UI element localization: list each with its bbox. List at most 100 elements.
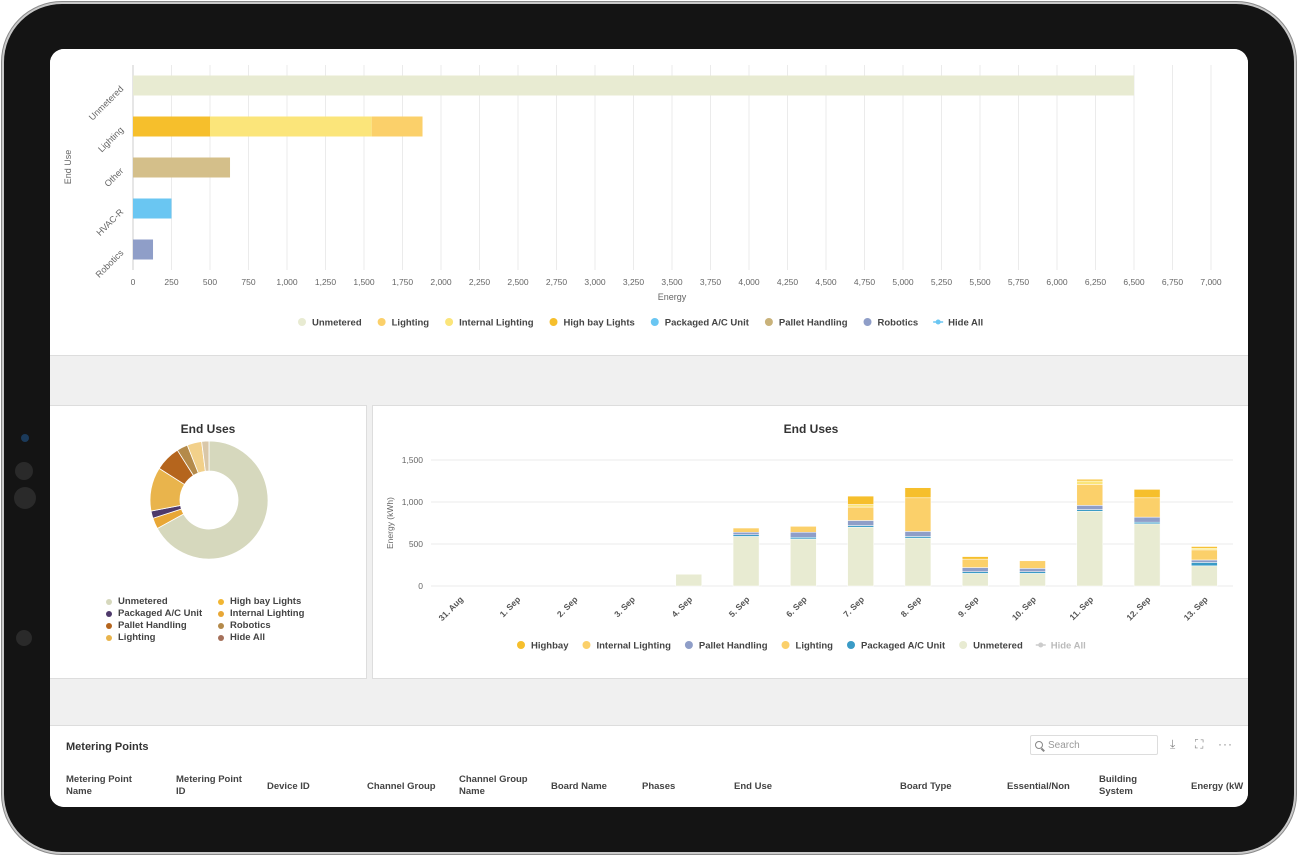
x-tick-label: 6,500 [1123, 277, 1145, 287]
column-segment [1076, 480, 1104, 485]
legend-marker [106, 610, 112, 617]
table-header-cell[interactable]: Channel Group Name [459, 774, 528, 797]
legend-item[interactable]: Lighting [106, 632, 218, 643]
y-tick-label: Unmetered [87, 84, 126, 123]
column-segment [790, 526, 817, 533]
column-segment [1076, 510, 1104, 587]
legend-item[interactable]: Packaged A/C Unit [847, 641, 946, 652]
x-tick-label: 2,250 [469, 277, 491, 287]
legend-item[interactable]: Highbay [517, 641, 569, 652]
table-header-cell[interactable]: Building System [1099, 774, 1137, 797]
x-tick-label: 5,500 [969, 277, 991, 287]
legend-item[interactable]: Internal Lighting [218, 608, 336, 619]
column-segment [904, 497, 932, 532]
y-tick-label: Lighting [96, 125, 125, 154]
legend-label: Internal Lighting [459, 318, 534, 329]
legend-item[interactable]: Unmetered [106, 596, 218, 607]
legend-item[interactable]: Unmetered [959, 641, 1023, 652]
x-tick-label: 5,000 [892, 277, 914, 287]
x-tick-label: 0 [131, 277, 136, 287]
legend-item[interactable]: Packaged A/C Unit [106, 608, 218, 619]
x-tick-label: 6,750 [1162, 277, 1184, 287]
column-segment [675, 573, 703, 587]
x-tick-label: 4,500 [815, 277, 837, 287]
fullscreen-icon[interactable]: ⛶ [1195, 737, 1204, 751]
x-tick-label: 2,750 [546, 277, 568, 287]
more-icon[interactable]: ··· [1218, 737, 1233, 751]
table-header-cell[interactable]: Channel Group [367, 781, 436, 792]
legend-item[interactable]: High bay Lights [549, 318, 635, 329]
table-header-cell[interactable]: Energy (kW [1191, 781, 1244, 792]
bar-segment [133, 75, 1134, 96]
legend-marker [106, 634, 112, 641]
legend-label: Packaged A/C Unit [118, 608, 203, 619]
legend-marker [218, 610, 224, 617]
column-segment [732, 536, 760, 587]
column-segment [732, 527, 760, 533]
search-icon [1035, 741, 1043, 749]
legend-item[interactable]: Hide All [218, 632, 336, 643]
table-header-cell[interactable]: Metering Point Name [66, 774, 132, 797]
y-tick-label: Other [102, 166, 125, 189]
column-segment [1191, 549, 1218, 561]
column-segment [1133, 497, 1161, 518]
legend-label: Hide All [230, 632, 266, 643]
legend-label: Internal Lighting [230, 608, 305, 619]
legend-label: Highbay [531, 641, 569, 652]
table-header-cell[interactable]: Board Type [900, 781, 952, 792]
x-tick-label: 2,000 [430, 277, 452, 287]
x-tick-label: 2. Sep [555, 594, 580, 619]
x-tick-label: 13. Sep [1182, 594, 1210, 622]
legend-label: Robotics [230, 620, 271, 631]
legend-label: Unmetered [973, 641, 1023, 652]
y-axis-title: End Use [63, 150, 73, 185]
x-tick-label: 500 [203, 277, 217, 287]
column-segment [961, 558, 989, 568]
column-segment [1076, 505, 1104, 510]
search-input[interactable]: Search [1030, 735, 1158, 755]
table-header-cell[interactable]: Device ID [267, 781, 310, 792]
table-header-cell[interactable]: End Use [734, 781, 773, 792]
download-icon[interactable]: ⤓ [1170, 737, 1176, 751]
legend-marker [1038, 642, 1044, 648]
column-segment [847, 504, 874, 508]
legend-marker [847, 641, 855, 649]
bar-segment [371, 116, 423, 137]
legend-item[interactable]: Robotics [863, 318, 919, 329]
y-tick-label: 1,000 [402, 497, 424, 507]
side-button [16, 630, 32, 646]
x-tick-label: 4. Sep [669, 594, 694, 619]
legend-item[interactable]: Pallet Handling [684, 641, 768, 652]
legend-item[interactable]: Lighting [377, 318, 430, 329]
table-header-cell[interactable]: Phases [642, 781, 676, 792]
x-tick-label: 8. Sep [899, 594, 924, 619]
legend-item[interactable]: Internal Lighting [582, 641, 671, 652]
legend-item[interactable]: Unmetered [298, 318, 362, 329]
x-tick-label: 10. Sep [1010, 594, 1038, 622]
end-uses-column-panel: End Uses 0 500 1,000 1,500 Energy (kWh) 31. A… [372, 405, 1248, 679]
legend-item[interactable]: Lighting [781, 641, 834, 652]
column-segment [1019, 568, 1046, 572]
legend-item[interactable]: Pallet Handling [106, 620, 218, 631]
x-tick-label: 11. Sep [1067, 594, 1095, 622]
table-header-cell[interactable]: Board Name [551, 781, 607, 792]
column-segment [961, 573, 989, 587]
legend-item[interactable]: Pallet Handling [764, 318, 848, 329]
column-segment [732, 531, 760, 536]
column-segment [1191, 562, 1218, 567]
bar-segment [133, 116, 210, 137]
legend-item[interactable]: High bay Lights [218, 596, 336, 607]
legend-marker [377, 318, 386, 326]
table-header-cell[interactable]: Essential/Non [1007, 781, 1070, 792]
column-segment [961, 571, 989, 574]
legend-item[interactable]: Packaged A/C Unit [650, 318, 750, 329]
x-tick-label: 4,250 [777, 277, 799, 287]
table-header-cell[interactable]: Metering Point ID [176, 774, 242, 797]
legend-item[interactable]: Robotics [218, 620, 336, 631]
column-segment [847, 526, 874, 587]
column-segment [1133, 521, 1161, 525]
legend-item[interactable]: Hide All [1035, 641, 1086, 652]
legend-item[interactable]: Hide All [933, 318, 983, 329]
x-tick-label: 1,000 [276, 277, 298, 287]
legend-item[interactable]: Internal Lighting [445, 318, 534, 329]
